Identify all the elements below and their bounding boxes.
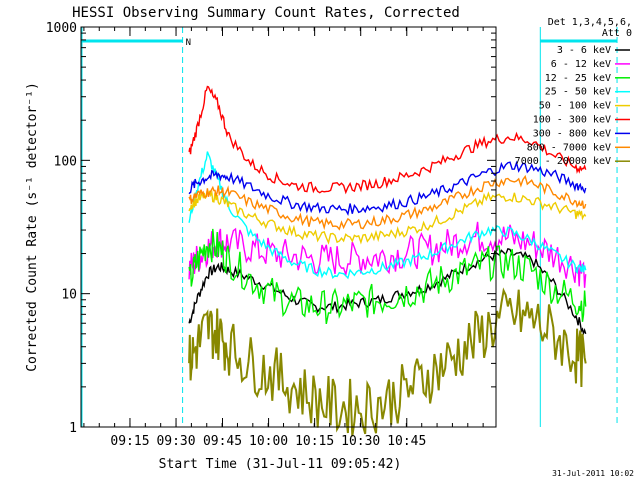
legend-label: 100 - 300 keV	[533, 115, 611, 126]
legend-header: Att 0	[602, 28, 632, 39]
series-line-4	[188, 189, 587, 245]
x-tick-label: 10:30	[341, 434, 380, 449]
x-tick-label: 10:15	[295, 434, 334, 449]
series-group	[188, 85, 587, 437]
x-tick-label: 10:45	[387, 434, 426, 449]
series-line-7	[188, 174, 587, 231]
series-line-1	[188, 221, 587, 288]
y-tick-label: 100	[54, 154, 77, 169]
y-axis-label: Corrected Count Rate (s⁻¹ detector⁻¹)	[25, 82, 40, 372]
y-tick-label: 1	[69, 421, 77, 436]
legend-label: 6 - 12 keV	[551, 59, 611, 70]
legend-label: 50 - 100 keV	[539, 101, 611, 112]
y-tick-label: 10	[61, 288, 77, 303]
series-line-8	[188, 287, 587, 437]
flag-label: N	[186, 38, 191, 48]
x-tick-label: 09:15	[110, 434, 149, 449]
legend-label: 12 - 25 keV	[545, 73, 611, 84]
x-tick-label: 09:45	[203, 434, 242, 449]
y-tick-label: 1000	[46, 21, 77, 36]
series-line-0	[188, 247, 587, 336]
legend-label: 3 - 6 keV	[557, 45, 611, 56]
series-line-5	[188, 85, 587, 195]
legend: Det 1,3,4,5,6,Att 0 3 - 6 keV 6 - 12 keV 12…	[515, 17, 632, 167]
series-line-6	[188, 160, 587, 217]
legend-label: 7000 - 20000 keV	[515, 156, 611, 167]
legend-label: 25 - 50 keV	[545, 87, 611, 98]
legend-header: Det 1,3,4,5,6,	[548, 17, 632, 28]
plot-frame	[80, 26, 497, 428]
legend-label: 300 - 800 keV	[533, 128, 611, 139]
time-marks: N	[81, 27, 618, 427]
x-tick-label: 10:00	[249, 434, 288, 449]
series-line-2	[188, 228, 587, 325]
timestamp: 31-Jul-2011 10:02	[552, 469, 634, 478]
chart-title: HESSI Observing Summary Count Rates, Cor…	[72, 5, 460, 21]
legend-label: 800 - 7000 keV	[527, 142, 611, 153]
x-tick-label: 09:30	[156, 434, 195, 449]
x-axis-label: Start Time (31-Jul-11 09:05:42)	[159, 457, 402, 472]
axes-group: 1 10 100 1000 09:15 09:30 09:45 10:00 10:15 10:30…	[46, 21, 497, 449]
